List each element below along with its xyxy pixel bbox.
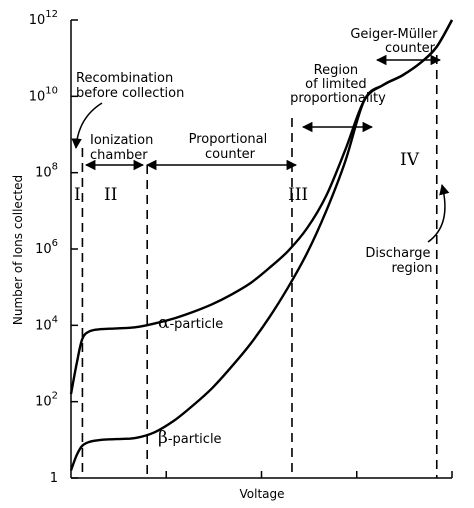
region-label-i: I [74, 185, 81, 205]
series-alpha-label: α-particle [158, 313, 223, 333]
region-label-ii: II [104, 185, 117, 205]
y-tick-label: 1 [50, 471, 58, 486]
y-tick-label: 102 [35, 391, 58, 410]
annotation-recombination: Recombination before collection [76, 71, 184, 101]
annotation-limited: Region of limited proportionality [290, 63, 386, 106]
region-label-iii: III [288, 185, 308, 205]
y-tick-label: 1010 [29, 85, 58, 104]
x-axis-label: Voltage [239, 487, 284, 501]
y-tick-label: 104 [35, 314, 58, 333]
y-tick-label: 1012 [29, 9, 58, 28]
y-tick-label: 108 [35, 162, 58, 181]
y-axis-label: Number of Ions collected [11, 175, 25, 325]
arrow-discharge [427, 183, 450, 243]
region-label-iv: IV [400, 150, 420, 170]
annotation-proportional: Proportional counter [189, 132, 272, 162]
series-beta-label: β-particle [158, 428, 222, 448]
annotation-discharge: Discharge region [365, 246, 434, 276]
y-tick-label: 106 [35, 238, 58, 257]
arrow-recombination [71, 102, 103, 150]
annotation-geiger: Geiger-Müller counter [350, 27, 441, 56]
annotation-ionization: Ionization chamber [90, 133, 157, 163]
series-beta-line [69, 19, 454, 471]
